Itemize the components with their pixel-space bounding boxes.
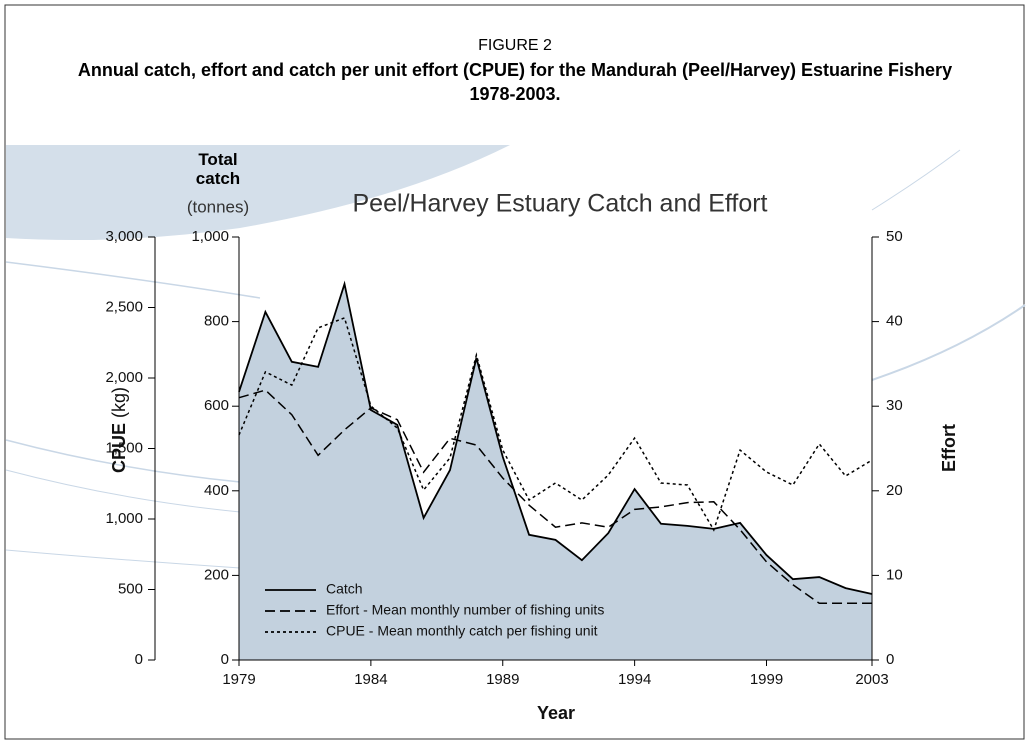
y3-tick-label: 2,500 [105,298,143,315]
y3-unit: (kg) [109,387,129,418]
figure-label: FIGURE 2 [478,37,552,54]
x-axis-label: Year [537,703,575,723]
figure-title: Annual catch, effort and catch per unit … [77,60,953,104]
x-tick-label: 1994 [618,671,651,688]
legend-label: CPUE - Mean monthly catch per fishing un… [326,623,598,639]
x-tick-label: 1999 [750,671,783,688]
line [238,280,873,595]
chart-subtitle: Peel/Harvey Estuary Catch and Effort [352,190,767,218]
y3-tick-label: 500 [118,580,143,597]
background-decor [5,145,1026,569]
y-tick-label: 0 [221,651,229,668]
y2-axis-label: Effort [939,424,959,472]
x-tick-label: 1984 [354,671,387,688]
x-tick-label: 1979 [222,671,255,688]
y3-axis-label: CPUE (kg) [109,387,129,473]
x-tick-label: 1989 [486,671,519,688]
y2-tick-label: 40 [886,313,903,330]
y2-tick-label: 30 [886,397,903,414]
x-tick-label: 2003 [855,671,888,688]
y3-tick-label: 0 [135,651,143,668]
y-tick-label: 1,000 [191,228,229,245]
line [238,389,872,605]
y2-tick-label: 0 [886,651,894,668]
y-unit: (tonnes) [187,197,249,216]
y-tick-label: 800 [204,313,229,330]
y3-tick-label: 2,000 [105,369,143,386]
y3-tick-label: 3,000 [105,228,143,245]
area [239,284,872,660]
y2-tick-label: 50 [886,228,903,245]
y-tick-label: 400 [204,482,229,499]
y3-tick-label: 1,000 [105,510,143,527]
y3-tick-label: 1,500 [105,439,143,456]
y-axis-label: Total catch [195,150,241,188]
y2-tick-label: 20 [886,482,903,499]
y-tick-label: 600 [204,397,229,414]
legend-label: Catch [326,581,363,597]
y3-label: CPUE [109,423,129,473]
y-tick-label: 200 [204,566,229,583]
legend-label: Effort - Mean monthly number of fishing … [326,602,604,618]
y2-tick-label: 10 [886,566,903,583]
